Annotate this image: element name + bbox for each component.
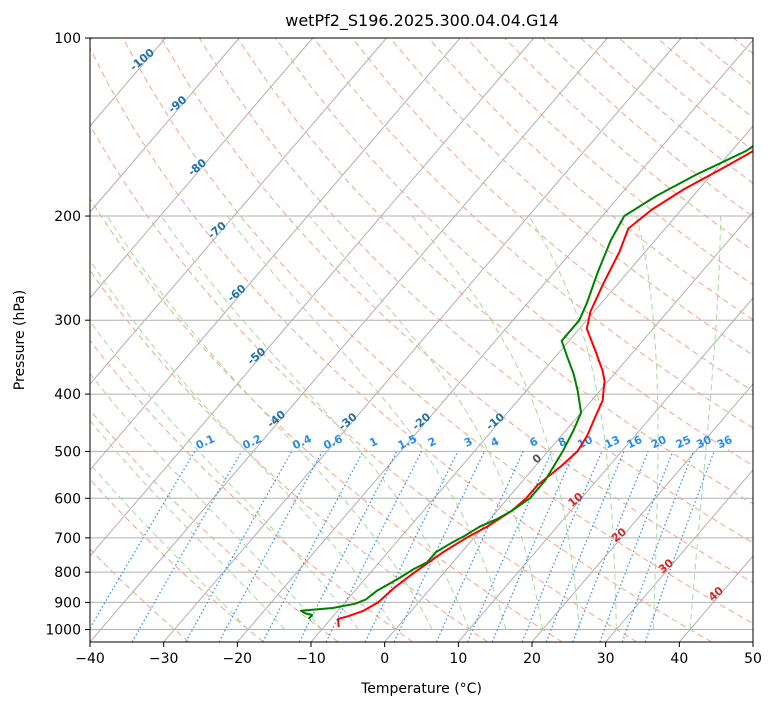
isotherm-line — [605, 469, 753, 642]
moist-adiabat-line — [90, 259, 396, 630]
mixing-ratio-line — [491, 451, 576, 642]
mixing-ratio-label: 30 — [694, 433, 714, 451]
dry-adiabat-line — [90, 269, 488, 642]
dry-adiabat-line — [90, 197, 563, 642]
y-axis-label: Pressure (hPa) — [12, 290, 28, 390]
isotherm-line — [90, 38, 387, 385]
mixing-ratio-label: 25 — [674, 433, 693, 451]
dry-adiabat-line — [427, 38, 753, 321]
x-tick-label: −10 — [296, 651, 326, 667]
dry-adiabat-line — [90, 124, 638, 642]
mixing-ratio-line — [545, 451, 625, 642]
mixing-ratio-line — [298, 451, 398, 642]
moist-adiabat-line — [90, 320, 360, 630]
mixing-ratio-line — [435, 451, 524, 642]
isotherm-line — [310, 125, 753, 642]
mixing-ratio-line — [621, 451, 694, 642]
isotherm-line — [531, 383, 753, 642]
x-tick-label: 50 — [744, 651, 762, 667]
dewpoint-profile-line — [299, 144, 753, 620]
moist-adiabat-line — [689, 215, 722, 630]
moist-adiabat-line — [90, 419, 286, 630]
dry-adiabat-line — [351, 38, 753, 392]
y-tick-label: 300 — [54, 313, 81, 329]
y-tick-label: 400 — [54, 387, 81, 403]
mixing-ratio-label: 36 — [715, 433, 735, 451]
isotherm-line — [90, 38, 240, 213]
isotherm-line — [236, 39, 753, 642]
isotherm-line — [163, 38, 682, 642]
moist-adiabat-line — [226, 215, 507, 630]
chart-title: wetPf2_S196.2025.300.04.04.G14 — [285, 11, 559, 31]
mixing-ratio-label: 20 — [649, 433, 669, 451]
isotherm-line — [90, 38, 608, 642]
x-axis-label: Temperature (°C) — [360, 681, 482, 697]
moist-adiabat-line — [528, 215, 617, 630]
isotherm-line — [90, 38, 314, 299]
x-tick-label: 0 — [380, 651, 389, 667]
y-tick-label: 700 — [54, 531, 81, 547]
plot-frame — [89, 37, 754, 643]
dry-adiabat-line — [466, 38, 753, 286]
isotherm-line — [90, 38, 535, 557]
isotherm-line — [384, 211, 753, 642]
dry-adiabat-line — [389, 38, 753, 356]
y-tick-label: 1000 — [45, 622, 81, 638]
mixing-ratio-line — [572, 451, 649, 642]
y-tick-label: 200 — [54, 209, 81, 225]
isotherm-line — [90, 38, 461, 471]
isotherm-line — [457, 297, 753, 642]
mixing-ratio-line — [218, 451, 324, 642]
mixing-ratio-line — [644, 451, 715, 642]
mixing-ratio-line — [325, 451, 423, 642]
mixing-ratio-line — [521, 451, 603, 642]
mixing-ratio-label: 16 — [625, 433, 645, 451]
y-tick-label: 500 — [54, 444, 81, 460]
x-tick-label: 40 — [670, 651, 688, 667]
x-tick-label: −20 — [223, 651, 253, 667]
y-tick-label: 900 — [54, 595, 81, 611]
mixing-ratio-line — [185, 451, 293, 642]
x-tick-label: 20 — [523, 651, 541, 667]
moist-adiabat-line — [309, 215, 544, 630]
moist-adiabat-line — [411, 215, 581, 630]
temperature-profile-line — [337, 149, 753, 627]
mixing-ratio-label: 13 — [603, 433, 622, 451]
moist-adiabat-line — [106, 215, 433, 630]
x-tick-label: 10 — [449, 651, 467, 667]
dry-adiabat-line — [90, 478, 264, 642]
moist-adiabat-line — [90, 462, 249, 630]
dry-adiabat-line — [122, 38, 753, 625]
y-tick-label: 600 — [54, 491, 81, 507]
moist-adiabat-line — [635, 215, 659, 630]
y-tick-label: 100 — [54, 31, 81, 47]
x-tick-label: −40 — [75, 651, 105, 667]
mixing-ratio-line — [599, 451, 674, 642]
y-tick-label: 800 — [54, 565, 81, 581]
x-tick-label: 30 — [597, 651, 615, 667]
x-tick-label: −30 — [149, 651, 179, 667]
dry-adiabat-line — [90, 409, 339, 642]
dry-adiabat-line — [90, 339, 414, 642]
